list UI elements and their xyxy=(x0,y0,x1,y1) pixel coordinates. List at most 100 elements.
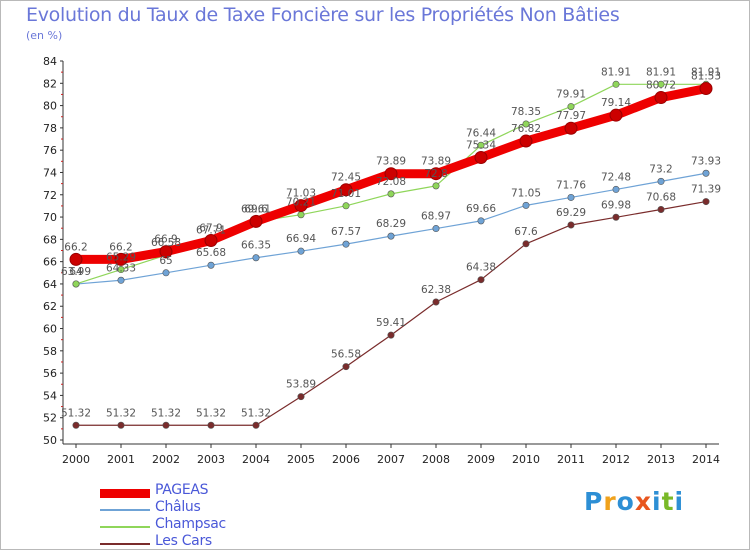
x-tick-label: 2013 xyxy=(647,453,675,466)
y-tick-label: 66 xyxy=(43,256,57,269)
data-point-champsac xyxy=(432,182,440,190)
data-point-pageas xyxy=(609,108,623,122)
data-point-ch-lus xyxy=(252,254,260,262)
data-point-pageas xyxy=(249,214,263,228)
data-point-pageas xyxy=(429,167,443,181)
y-tick-label: 50 xyxy=(43,434,57,447)
logo-letter: i xyxy=(674,487,685,516)
x-tick-label: 2006 xyxy=(332,453,360,466)
data-label-ch-lus: 63.99 xyxy=(61,266,91,278)
data-label-pageas: 77.97 xyxy=(556,110,586,122)
data-label-ch-lus: 68.29 xyxy=(376,218,406,230)
data-point-pageas xyxy=(159,245,173,259)
data-point-pageas xyxy=(69,252,83,266)
data-label-champsac: 64 xyxy=(69,266,83,278)
data-label-ch-lus: 69.66 xyxy=(466,203,496,215)
x-tick-label: 2012 xyxy=(602,453,630,466)
series-layer xyxy=(69,80,713,429)
chart-title: Evolution du Taux de Taxe Foncière sur l… xyxy=(26,4,620,26)
data-label-pageas: 67.9 xyxy=(199,222,222,234)
data-label-champsac: 69.6 xyxy=(244,204,268,216)
data-point-champsac xyxy=(72,280,80,288)
data-label-pageas: 76.82 xyxy=(511,123,541,135)
data-point-ch-lus xyxy=(387,232,395,240)
logo-letter: x xyxy=(634,487,652,516)
data-label-les-cars: 71.39 xyxy=(691,184,721,196)
data-point-les-cars xyxy=(702,198,710,206)
legend-label: Les Cars xyxy=(155,533,212,549)
data-point-champsac xyxy=(297,211,305,219)
data-point-ch-lus xyxy=(612,185,620,193)
y-tick-label: 78 xyxy=(43,122,57,135)
data-label-pageas: 73.89 xyxy=(376,156,406,168)
data-point-les-cars xyxy=(477,276,485,284)
data-point-champsac xyxy=(387,190,395,198)
data-point-pageas xyxy=(294,199,308,213)
data-label-champsac: 66.58 xyxy=(151,237,181,249)
logo-letter: P xyxy=(584,487,604,516)
data-label-champsac: 79.91 xyxy=(556,89,586,101)
y-tick-label: 70 xyxy=(43,211,57,224)
data-point-pageas xyxy=(384,167,398,181)
y-tick-label: 82 xyxy=(43,77,57,90)
data-point-les-cars xyxy=(117,421,125,429)
data-label-pageas: 81.53 xyxy=(691,71,721,83)
x-tick-label: 2003 xyxy=(197,453,225,466)
data-point-ch-lus xyxy=(477,217,485,225)
data-point-champsac xyxy=(342,202,350,210)
legend-swatch xyxy=(100,526,150,528)
data-point-les-cars xyxy=(162,421,170,429)
data-point-les-cars xyxy=(252,421,260,429)
legend-swatch xyxy=(100,543,150,545)
data-point-pageas xyxy=(699,82,713,96)
data-point-ch-lus xyxy=(702,169,710,177)
data-point-pageas xyxy=(204,233,218,247)
y-tick-label: 54 xyxy=(43,389,57,402)
data-point-pageas xyxy=(114,252,128,266)
data-label-les-cars: 51.32 xyxy=(196,407,226,419)
data-label-champsac: 76.44 xyxy=(466,127,496,139)
data-label-les-cars: 59.41 xyxy=(376,317,406,329)
data-label-champsac: 81.91 xyxy=(601,66,631,78)
legend-swatch xyxy=(100,488,150,498)
y-tick-label: 58 xyxy=(43,345,57,358)
data-label-les-cars: 69.98 xyxy=(601,199,631,211)
data-label-les-cars: 64.38 xyxy=(466,262,496,274)
data-label-ch-lus: 71.05 xyxy=(511,187,541,199)
data-label-pageas: 66.2 xyxy=(64,241,87,253)
legend-label: PAGEAS xyxy=(155,482,209,498)
data-point-ch-lus xyxy=(657,177,665,185)
logo-letter: t xyxy=(661,487,675,516)
data-label-les-cars: 51.32 xyxy=(151,407,181,419)
data-point-les-cars xyxy=(612,213,620,221)
data-label-ch-lus: 73.2 xyxy=(649,163,672,175)
data-label-champsac: 78.35 xyxy=(511,106,541,118)
x-tick-label: 2009 xyxy=(467,453,495,466)
data-label-pageas: 69.61 xyxy=(241,203,271,215)
data-labels-layer: 63.99 64.33 65 65.68 66.35 66.94 67.57 68.29 68.… xyxy=(61,66,721,419)
x-tick-label: 2011 xyxy=(557,453,585,466)
data-label-les-cars: 67.6 xyxy=(514,226,538,238)
data-label-les-cars: 70.68 xyxy=(646,191,676,203)
data-label-pageas: 72.45 xyxy=(331,172,361,184)
data-point-ch-lus xyxy=(117,276,125,284)
x-tick-label: 2004 xyxy=(242,453,270,466)
data-label-pageas: 71.03 xyxy=(286,188,316,200)
data-label-ch-lus: 65 xyxy=(159,255,172,267)
data-point-pageas xyxy=(474,151,488,165)
y-tick-label: 64 xyxy=(43,278,57,291)
data-label-ch-lus: 68.97 xyxy=(421,211,451,223)
data-point-pageas xyxy=(654,91,668,105)
data-label-ch-lus: 72.48 xyxy=(601,171,631,183)
data-label-les-cars: 62.38 xyxy=(421,284,451,296)
data-label-pageas: 75.34 xyxy=(466,140,496,152)
proxiti-logo: Proxiti xyxy=(584,487,684,516)
data-label-ch-lus: 66.94 xyxy=(286,233,316,245)
logo-letter: o xyxy=(616,487,635,516)
data-label-ch-lus: 66.35 xyxy=(241,240,271,252)
data-point-champsac xyxy=(612,80,620,88)
data-label-champsac: 70.21 xyxy=(286,197,316,209)
y-tick-label: 74 xyxy=(43,166,57,179)
data-point-pageas xyxy=(564,121,578,135)
y-tick-label: 52 xyxy=(43,412,57,425)
